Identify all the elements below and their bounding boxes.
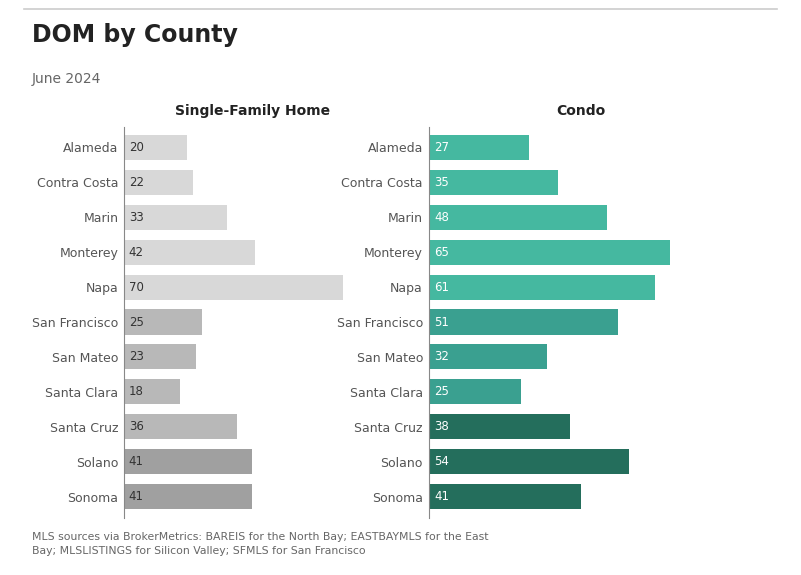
Bar — [429, 135, 529, 160]
Text: 70: 70 — [129, 281, 143, 294]
Text: 38: 38 — [434, 420, 449, 433]
Bar — [429, 205, 606, 230]
Text: 36: 36 — [129, 420, 143, 433]
Bar — [124, 135, 187, 160]
Text: June 2024: June 2024 — [32, 72, 102, 86]
Bar — [124, 205, 227, 230]
Text: 32: 32 — [434, 350, 449, 363]
Bar — [429, 170, 558, 195]
Text: 51: 51 — [434, 316, 449, 328]
Text: 35: 35 — [434, 176, 449, 189]
Title: Condo: Condo — [556, 105, 606, 118]
Text: MLS sources via BrokerMetrics: BAREIS for the North Bay; EASTBAYMLS for the East: MLS sources via BrokerMetrics: BAREIS fo… — [32, 532, 489, 556]
Text: 33: 33 — [129, 211, 143, 224]
Bar — [124, 484, 252, 509]
Bar — [124, 414, 236, 439]
Bar — [124, 449, 252, 474]
Bar — [429, 449, 629, 474]
Text: 61: 61 — [434, 281, 449, 294]
Bar — [124, 309, 203, 335]
Bar — [429, 240, 670, 264]
Bar — [124, 170, 193, 195]
Bar — [429, 484, 581, 509]
Text: 18: 18 — [129, 385, 143, 398]
Bar — [429, 274, 655, 300]
Title: Single-Family Home: Single-Family Home — [175, 105, 330, 118]
Text: 25: 25 — [129, 316, 143, 328]
Bar — [429, 344, 547, 370]
Bar — [429, 309, 618, 335]
Text: 23: 23 — [129, 350, 143, 363]
Text: 54: 54 — [434, 455, 449, 468]
Text: 65: 65 — [434, 246, 449, 259]
Text: 22: 22 — [129, 176, 144, 189]
Bar — [124, 240, 256, 264]
Bar — [124, 380, 180, 404]
Text: 41: 41 — [129, 455, 144, 468]
Text: 42: 42 — [129, 246, 144, 259]
Text: 25: 25 — [434, 385, 449, 398]
Text: 41: 41 — [129, 490, 144, 503]
Text: 20: 20 — [129, 141, 143, 154]
Text: 41: 41 — [434, 490, 449, 503]
Bar — [124, 344, 196, 370]
Text: DOM by County: DOM by County — [32, 23, 238, 47]
Text: 27: 27 — [434, 141, 449, 154]
Bar — [429, 380, 521, 404]
Text: 48: 48 — [434, 211, 449, 224]
Bar — [124, 274, 343, 300]
Bar — [429, 414, 570, 439]
